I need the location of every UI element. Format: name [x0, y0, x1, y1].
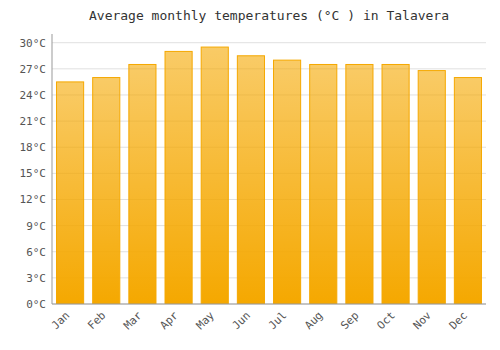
bar	[201, 47, 228, 304]
y-tick-label: 3°C	[26, 272, 46, 285]
x-tick-label: Apr	[157, 309, 181, 333]
y-tick-label: 15°C	[20, 167, 47, 180]
y-tick-label: 6°C	[26, 246, 46, 259]
y-ticks: 0°C 3°C 6°C 9°C 12°C 15°C 18°C 21°C 24°C 27°C 30°C	[20, 37, 47, 311]
bar	[237, 56, 264, 304]
y-tick-label: 12°C	[20, 193, 47, 206]
x-tick-label: Jun	[230, 309, 253, 332]
y-axis-line	[52, 34, 53, 304]
bar	[129, 64, 156, 304]
bar	[93, 78, 120, 304]
x-axis-line	[52, 304, 486, 305]
x-tick-label: Jul	[266, 309, 289, 332]
y-tick-label: 21°C	[20, 115, 47, 128]
y-tick-label: 30°C	[20, 37, 47, 50]
x-tick-label: Dec	[447, 309, 470, 332]
y-tick-label: 9°C	[26, 220, 46, 233]
x-ticks: Jan Feb Mar Apr May Jun Jul Aug Sep Oct Nov Dec	[49, 309, 470, 333]
bar	[346, 64, 373, 304]
bar	[382, 64, 409, 304]
x-tick-label: Aug	[302, 309, 325, 332]
y-tick-label: 0°C	[26, 298, 46, 311]
x-tick-label: Oct	[374, 309, 397, 332]
page: {"chart_data": {"type": "bar", "title": …	[0, 0, 500, 350]
x-tick-label: Nov	[411, 309, 435, 333]
y-tick-label: 24°C	[20, 89, 47, 102]
bar	[57, 82, 84, 304]
y-tick-label: 18°C	[20, 141, 47, 154]
grid-line	[52, 42, 486, 43]
grid	[52, 43, 486, 304]
bar	[418, 71, 445, 304]
bar	[165, 51, 192, 304]
x-tick-label: Sep	[338, 309, 361, 332]
grid-line	[52, 304, 486, 305]
bar	[454, 78, 481, 304]
x-tick-label: Jan	[49, 309, 72, 332]
y-tick-label: 27°C	[20, 63, 47, 76]
grid-line	[52, 68, 486, 69]
bars	[57, 47, 482, 304]
bar	[310, 64, 337, 304]
chart: Average monthly temperatures (°C ) in Ta…	[0, 0, 500, 350]
x-tick-label: Feb	[85, 309, 108, 332]
title: Average monthly temperatures (°C ) in Ta…	[89, 8, 449, 23]
bar	[274, 60, 301, 304]
x-tick-label: May	[194, 309, 218, 333]
x-tick-label: Mar	[121, 309, 145, 333]
